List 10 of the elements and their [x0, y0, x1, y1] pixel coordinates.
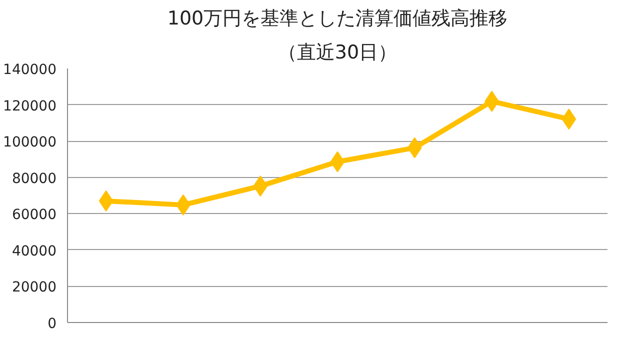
y-tick-label: 120000 — [3, 98, 57, 114]
chart-subtitle: （直近30日） — [278, 42, 398, 64]
y-tick-label: 140000 — [3, 62, 57, 78]
y-tick-label: 100000 — [3, 134, 57, 151]
y-tick-label: 60000 — [12, 207, 57, 224]
y-tick-label: 80000 — [12, 170, 57, 187]
y-tick-label: 0 — [48, 316, 57, 332]
y-tick-label: 40000 — [12, 243, 57, 260]
y-tick-label: 20000 — [12, 280, 57, 296]
chart-title: 100万円を基準とした清算価値残高推移 — [167, 8, 508, 30]
